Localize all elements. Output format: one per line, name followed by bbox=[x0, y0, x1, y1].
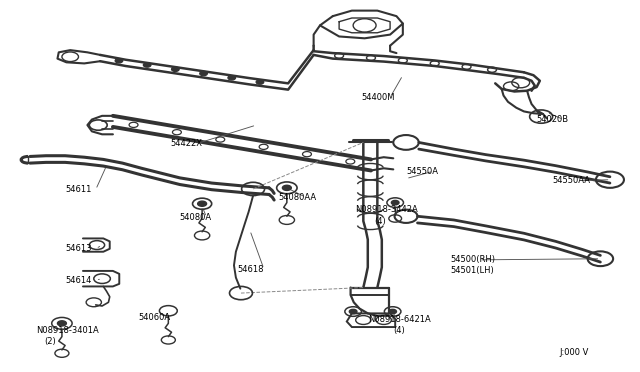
Circle shape bbox=[392, 201, 399, 205]
Text: 54501(LH): 54501(LH) bbox=[451, 266, 494, 275]
Text: 54060A: 54060A bbox=[138, 312, 170, 321]
Circle shape bbox=[143, 63, 151, 67]
Circle shape bbox=[349, 310, 357, 314]
Text: 54613: 54613 bbox=[65, 244, 92, 253]
Circle shape bbox=[389, 310, 396, 314]
Text: N08918-6421A: N08918-6421A bbox=[368, 315, 431, 324]
Circle shape bbox=[172, 67, 179, 71]
Text: (4): (4) bbox=[374, 217, 386, 225]
Text: 54611: 54611 bbox=[65, 185, 92, 194]
Text: 54422X: 54422X bbox=[170, 139, 202, 148]
Text: 54550A: 54550A bbox=[406, 167, 438, 176]
Text: 54080AA: 54080AA bbox=[278, 193, 317, 202]
Text: N08918-3442A: N08918-3442A bbox=[355, 205, 418, 215]
Circle shape bbox=[58, 321, 67, 326]
Text: 54618: 54618 bbox=[237, 264, 264, 273]
Circle shape bbox=[198, 201, 207, 206]
Text: (4): (4) bbox=[394, 326, 405, 335]
Text: 54550AA: 54550AA bbox=[552, 176, 591, 185]
Circle shape bbox=[228, 76, 236, 80]
Text: 54500(RH): 54500(RH) bbox=[451, 255, 495, 264]
Circle shape bbox=[282, 185, 291, 190]
Circle shape bbox=[200, 71, 207, 76]
Circle shape bbox=[256, 80, 264, 84]
Circle shape bbox=[115, 58, 123, 63]
Text: 54080A: 54080A bbox=[180, 213, 212, 222]
Text: 54020B: 54020B bbox=[537, 115, 569, 124]
Text: N08918-3401A: N08918-3401A bbox=[36, 326, 99, 335]
Text: 54400M: 54400M bbox=[362, 93, 395, 102]
Text: J:000 V: J:000 V bbox=[559, 349, 588, 357]
Text: (2): (2) bbox=[45, 337, 56, 346]
Text: 54614: 54614 bbox=[65, 276, 92, 285]
